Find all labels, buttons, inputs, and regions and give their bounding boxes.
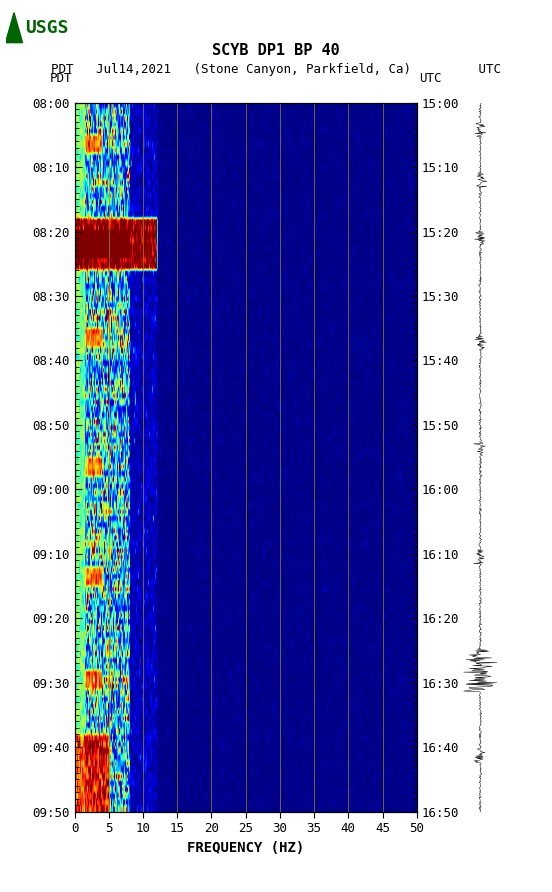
Text: UTC: UTC — [420, 72, 442, 85]
X-axis label: FREQUENCY (HZ): FREQUENCY (HZ) — [187, 840, 304, 855]
Text: PDT   Jul14,2021   (Stone Canyon, Parkfield, Ca)         UTC: PDT Jul14,2021 (Stone Canyon, Parkfield,… — [51, 63, 501, 76]
Text: SCYB DP1 BP 40: SCYB DP1 BP 40 — [212, 44, 340, 58]
Polygon shape — [6, 12, 23, 43]
Text: PDT: PDT — [49, 72, 72, 85]
Text: USGS: USGS — [25, 19, 68, 37]
